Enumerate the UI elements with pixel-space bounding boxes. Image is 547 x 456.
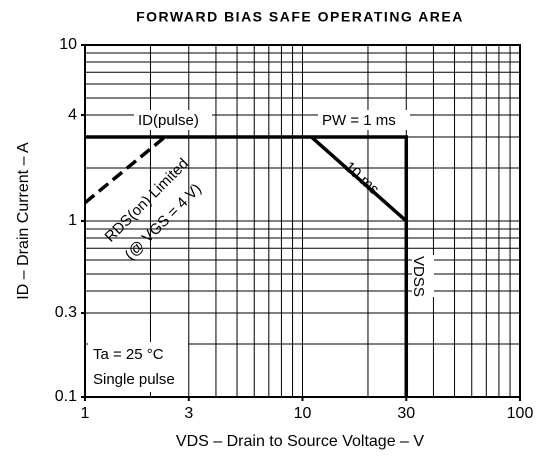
y-tick-label: 4 [68,106,77,123]
grid: 1 3 10 30 100 0.1 0.3 1 4 10 [55,36,534,422]
x-tick-label: 1 [81,405,90,422]
annotation: Ta = 25 °C [93,346,164,363]
y-axis-label: ID – Drain Current – A [15,142,32,300]
line [310,135,408,223]
plot [83,135,409,397]
x-tick-label: 30 [397,405,415,422]
label-bg [412,255,434,297]
y-tick-label: 1 [68,212,77,229]
x-tick-label: 10 [294,405,312,422]
x-axis-label: VDS – Drain to Source Voltage – V [176,433,424,450]
annotation: VDSS [410,256,427,297]
chart-title: FORWARD BIAS SAFE OPERATING AREA [136,9,464,25]
annotation: Single pulse [93,371,175,388]
y-tick-label: 0.3 [55,304,77,321]
x-tick-label: 100 [507,405,534,422]
annotation: ID(pulse) [138,112,199,129]
annotation: PW = 1 ms [322,112,396,129]
label-bg [134,110,212,130]
x-tick-label: 3 [184,405,193,422]
label-bg [318,110,410,130]
y-tick-label: 0.1 [55,388,77,405]
label-bg [88,342,188,392]
line [85,135,409,397]
y-tick-label: 10 [59,36,77,53]
